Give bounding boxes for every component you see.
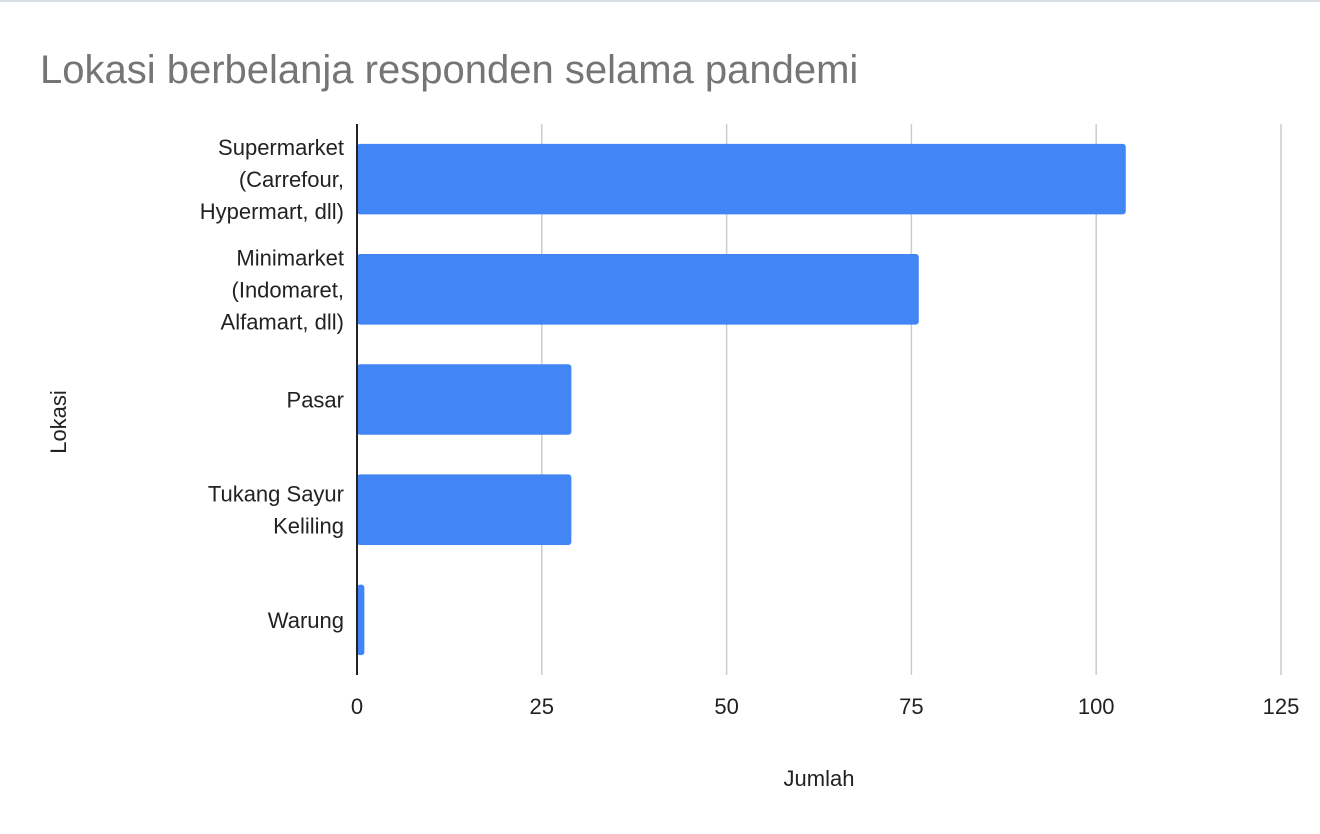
category-label-line: Pasar	[287, 388, 344, 413]
category-label: Minimarket (Indomaret, Alfamart, dll)	[221, 245, 344, 334]
category-label: Tukang Sayur Keliling	[208, 482, 344, 539]
y-axis-title: Lokasi	[46, 390, 71, 454]
x-tick-label: 75	[899, 694, 923, 719]
top-border	[0, 0, 1320, 2]
category-label: Warung	[268, 608, 344, 633]
category-label-line: Minimarket	[236, 245, 344, 270]
x-tick-label: 25	[530, 694, 554, 719]
bar	[357, 143, 1126, 215]
x-tick-label: 50	[714, 694, 738, 719]
chart-title: Lokasi berbelanja responden selama pande…	[40, 48, 859, 92]
category-label-line: Supermarket	[218, 135, 344, 160]
x-tick-labels: 0 25 50 75 100 125	[351, 694, 1299, 719]
category-labels: Supermarket (Carrefour, Hypermart, dll) Min…	[200, 135, 344, 633]
category-label: Supermarket (Carrefour, Hypermart, dll)	[200, 135, 344, 224]
category-label-line: Hypermart, dll)	[200, 199, 344, 224]
x-tick-label: 0	[351, 694, 363, 719]
category-label-line: Alfamart, dll)	[221, 309, 344, 334]
bar	[357, 584, 365, 656]
category-label-line: Warung	[268, 608, 344, 633]
category-label-line: (Indomaret,	[232, 277, 345, 302]
category-label-line: Keliling	[273, 514, 344, 539]
category-label-line: Tukang Sayur	[208, 482, 344, 507]
category-label: Pasar	[287, 388, 344, 413]
bars	[357, 143, 1126, 656]
x-tick-label: 125	[1263, 694, 1300, 719]
category-label-line: (Carrefour,	[239, 167, 344, 192]
bar	[357, 474, 572, 545]
x-axis-title: Jumlah	[784, 766, 855, 791]
x-tick-label: 100	[1078, 694, 1115, 719]
bar	[357, 254, 919, 325]
bar	[357, 364, 572, 435]
